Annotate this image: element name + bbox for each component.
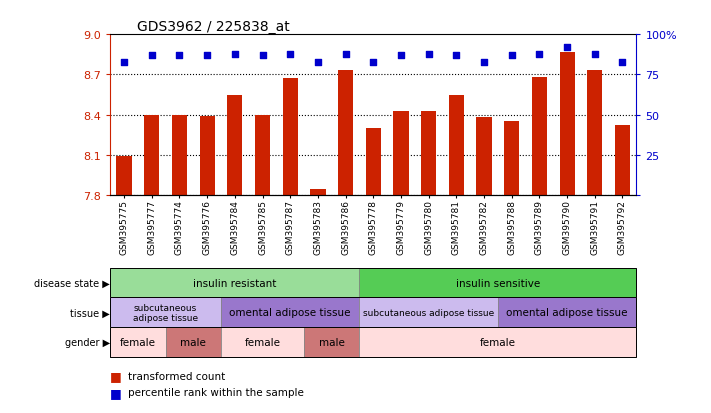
Point [562, 45, 573, 51]
Bar [172, 115, 187, 196]
Point [284, 51, 296, 58]
Bar [255, 115, 270, 196]
Bar [476, 118, 492, 196]
Text: ■: ■ [110, 369, 122, 382]
Point [118, 59, 129, 66]
Bar [365, 129, 381, 196]
Point [173, 53, 185, 59]
Point [201, 53, 213, 59]
Bar [338, 71, 353, 196]
Text: tissue ▶: tissue ▶ [70, 308, 110, 318]
Bar [360, 268, 636, 298]
Text: female: female [480, 337, 516, 347]
Bar [449, 95, 464, 196]
Text: percentile rank within the sample: percentile rank within the sample [128, 387, 304, 397]
Bar [587, 71, 602, 196]
Point [257, 53, 268, 59]
Point [617, 59, 629, 66]
Bar [393, 112, 409, 196]
Bar [200, 117, 215, 196]
Bar [144, 115, 159, 196]
Point [146, 53, 157, 59]
Text: transformed count: transformed count [128, 371, 225, 381]
Bar [304, 328, 360, 357]
Bar [560, 52, 574, 196]
Text: omental adipose tissue: omental adipose tissue [506, 308, 628, 318]
Point [534, 51, 545, 58]
Point [229, 51, 240, 58]
Bar [221, 298, 360, 328]
Text: subcutaneous
adipose tissue: subcutaneous adipose tissue [133, 303, 198, 322]
Text: male: male [181, 337, 206, 347]
Text: insulin sensitive: insulin sensitive [456, 278, 540, 288]
Bar [110, 298, 221, 328]
Text: ■: ■ [110, 386, 122, 399]
Point [423, 51, 434, 58]
Text: insulin resistant: insulin resistant [193, 278, 277, 288]
Bar [117, 157, 132, 196]
Bar [110, 328, 166, 357]
Text: female: female [120, 337, 156, 347]
Bar [110, 268, 360, 298]
Bar [282, 79, 298, 196]
Text: omental adipose tissue: omental adipose tissue [230, 308, 351, 318]
Text: female: female [245, 337, 281, 347]
Text: male: male [319, 337, 345, 347]
Point [506, 53, 518, 59]
Text: gender ▶: gender ▶ [65, 337, 110, 347]
Bar [310, 189, 326, 196]
Bar [421, 112, 437, 196]
Bar [360, 328, 636, 357]
Point [451, 53, 462, 59]
Text: disease state ▶: disease state ▶ [34, 278, 110, 288]
Point [340, 51, 351, 58]
Bar [166, 328, 221, 357]
Bar [228, 95, 242, 196]
Point [395, 53, 407, 59]
Bar [360, 298, 498, 328]
Bar [504, 122, 519, 196]
Point [312, 59, 324, 66]
Bar [221, 328, 304, 357]
Point [479, 59, 490, 66]
Bar [532, 78, 547, 196]
Text: GDS3962 / 225838_at: GDS3962 / 225838_at [137, 20, 289, 34]
Point [368, 59, 379, 66]
Bar [498, 298, 636, 328]
Point [589, 51, 601, 58]
Text: subcutaneous adipose tissue: subcutaneous adipose tissue [363, 308, 494, 317]
Bar [615, 126, 630, 196]
